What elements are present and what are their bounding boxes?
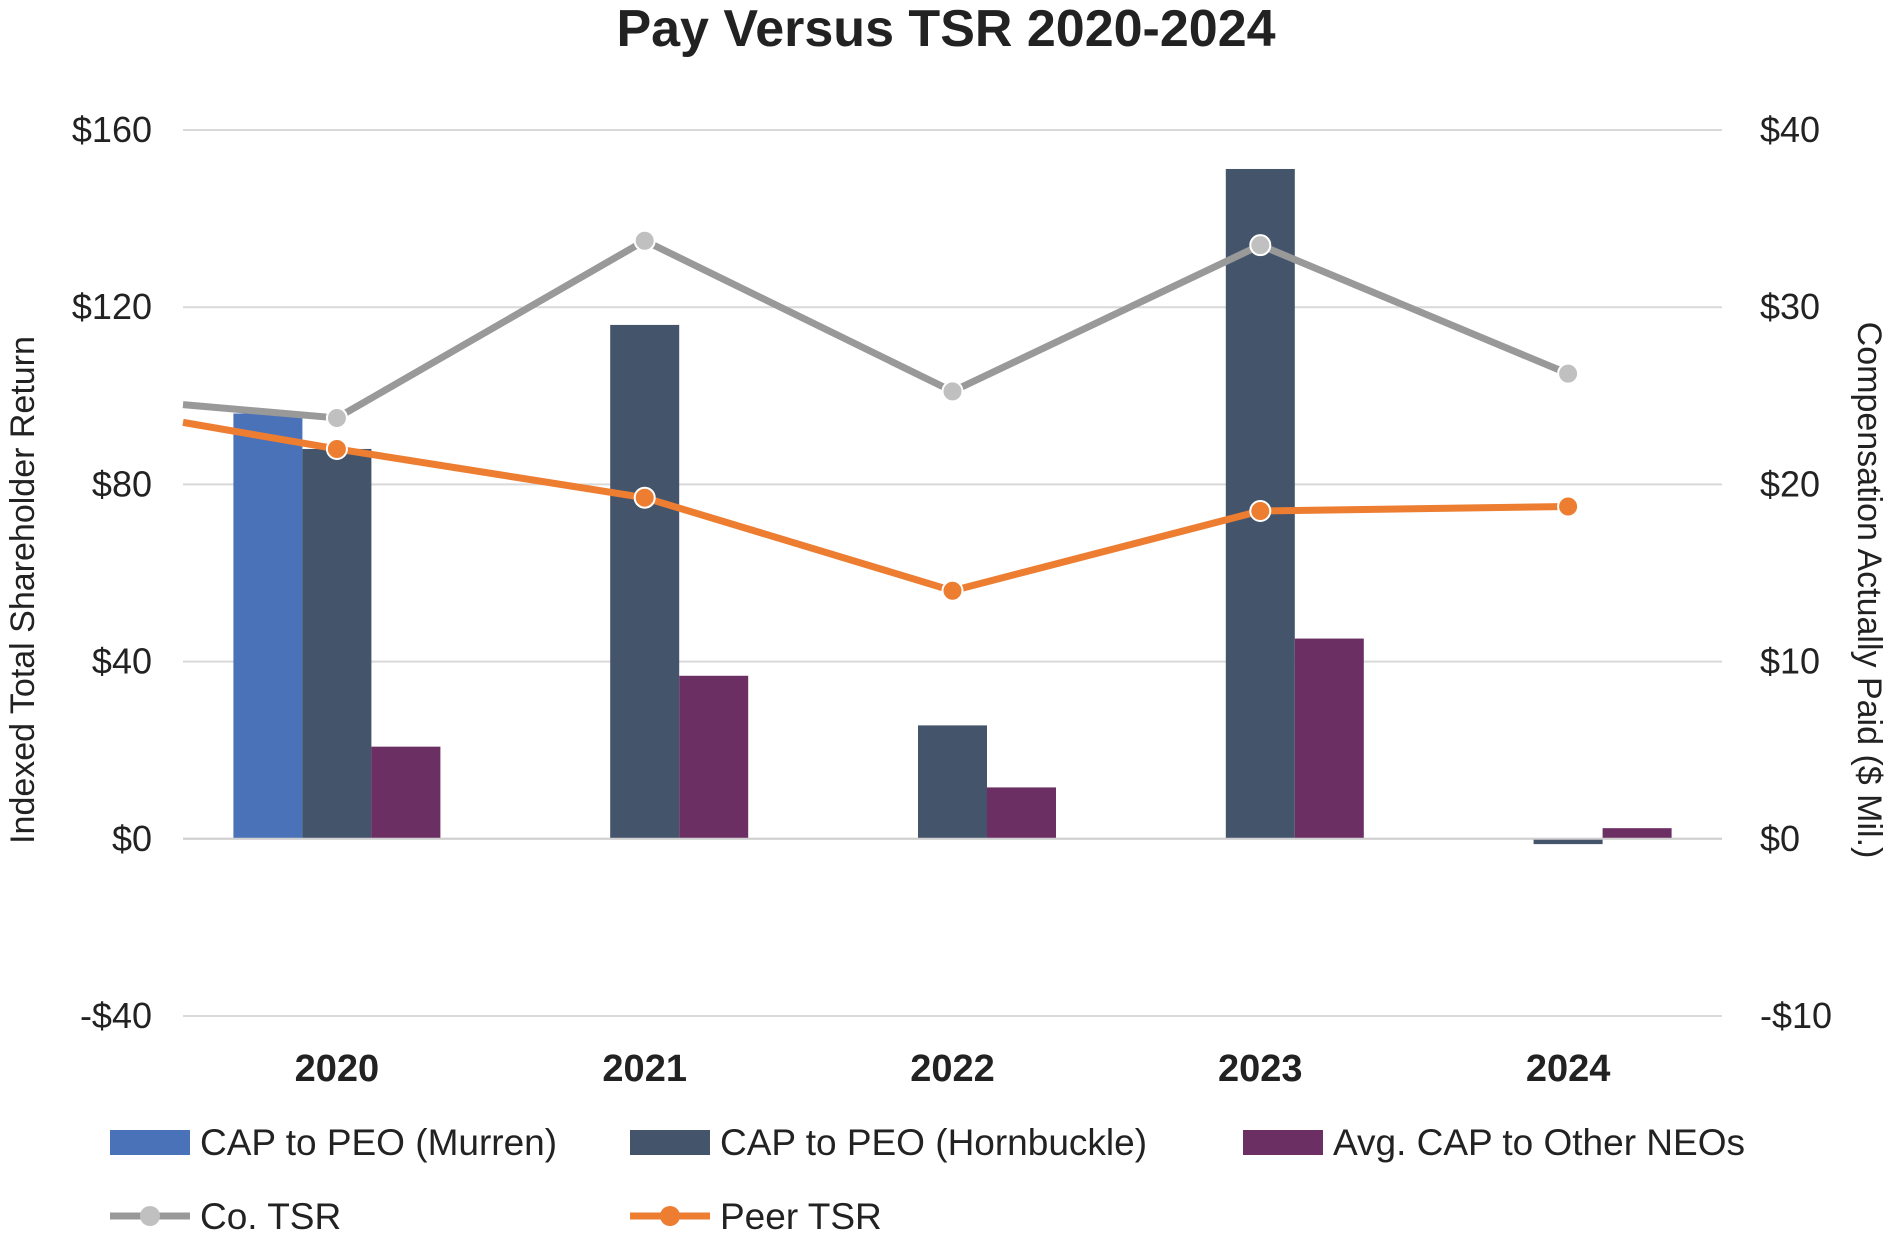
legend-swatch-avg-cap-to-other-neos — [1243, 1130, 1323, 1155]
left-tick-label: $0 — [112, 818, 152, 859]
point-peer-tsr-2021 — [633, 486, 656, 509]
chart-title: Pay Versus TSR 2020-2024 — [616, 0, 1275, 58]
bar-avg-cap-to-other-neos-2022 — [987, 787, 1056, 839]
legend-swatch-cap-to-peo-murren — [110, 1130, 190, 1155]
bar-cap-to-peo-murren-2020 — [233, 413, 303, 839]
right-tick-label: $10 — [1760, 641, 1820, 682]
category-label-2024: 2024 — [1526, 1048, 1611, 1090]
legend-label-co-tsr: Co. TSR — [200, 1196, 341, 1237]
left-axis-label: Indexed Total Shareholder Return — [4, 336, 42, 844]
category-label-2020: 2020 — [295, 1048, 380, 1090]
left-tick-label: -$40 — [80, 995, 152, 1036]
gridlines — [183, 129, 1722, 1017]
category-label-2021: 2021 — [602, 1048, 687, 1090]
bar-cap-to-peo-hornbuckle-2024 — [1533, 838, 1603, 845]
point-peer-tsr-2023 — [1249, 499, 1272, 522]
bar-cap-to-peo-hornbuckle-2021 — [610, 324, 680, 839]
legend-label-cap-to-peo-hornbuckle: CAP to PEO (Hornbuckle) — [720, 1122, 1147, 1163]
legend: CAP to PEO (Murren) CAP to PEO (Hornbuckl… — [110, 1122, 1745, 1237]
right-tick-label: $20 — [1760, 463, 1820, 504]
right-tick-label: $30 — [1760, 286, 1820, 327]
bar-cap-to-peo-hornbuckle-2020 — [302, 448, 372, 839]
legend-label-cap-to-peo-murren: CAP to PEO (Murren) — [200, 1122, 557, 1163]
bar-cap-to-peo-hornbuckle-2022 — [918, 725, 987, 839]
legend-label-avg-cap-to-other-neos: Avg. CAP to Other NEOs — [1333, 1122, 1745, 1163]
right-axis-ticks: -$10 $0 $10 $20 $30 $40 — [1760, 109, 1832, 1036]
bar-avg-cap-to-other-neos-2023 — [1294, 638, 1364, 839]
left-axis-ticks: -$40 $0 $40 $80 $120 $160 — [72, 109, 152, 1036]
line-series — [182, 229, 1580, 602]
right-axis-label: Compensation Actually Paid ($ Mil.) — [1850, 322, 1888, 859]
bar-series — [233, 168, 1672, 845]
category-labels: 2020 2021 2022 2023 2024 — [295, 1048, 1611, 1090]
legend-label-peer-tsr: Peer TSR — [720, 1196, 882, 1237]
point-peer-tsr-2020 — [325, 437, 348, 460]
point-co-tsr-2022 — [941, 380, 964, 403]
legend-marker-peer-tsr — [660, 1206, 680, 1226]
category-label-2022: 2022 — [910, 1048, 995, 1090]
left-tick-label: $160 — [72, 109, 152, 150]
legend-marker-co-tsr — [140, 1206, 160, 1226]
category-label-2023: 2023 — [1218, 1048, 1303, 1090]
legend-swatch-cap-to-peo-hornbuckle — [630, 1130, 710, 1155]
bar-avg-cap-to-other-neos-2024 — [1602, 828, 1672, 839]
point-co-tsr-2024 — [1557, 362, 1580, 385]
bar-avg-cap-to-other-neos-2020 — [371, 746, 441, 839]
right-tick-label: $0 — [1760, 818, 1800, 859]
line-co-tsr — [182, 237, 1570, 422]
right-tick-label: -$10 — [1760, 995, 1832, 1036]
left-tick-label: $80 — [92, 463, 152, 504]
point-peer-tsr-2022 — [941, 579, 964, 602]
point-peer-tsr-2024 — [1557, 495, 1580, 518]
left-tick-label: $120 — [72, 286, 152, 327]
left-tick-label: $40 — [92, 641, 152, 682]
point-co-tsr-2023 — [1249, 234, 1272, 257]
point-co-tsr-2021 — [633, 229, 656, 252]
line-peer-tsr — [182, 418, 1569, 595]
bar-avg-cap-to-other-neos-2021 — [679, 675, 749, 839]
point-co-tsr-2020 — [325, 406, 348, 429]
right-tick-label: $40 — [1760, 109, 1820, 150]
